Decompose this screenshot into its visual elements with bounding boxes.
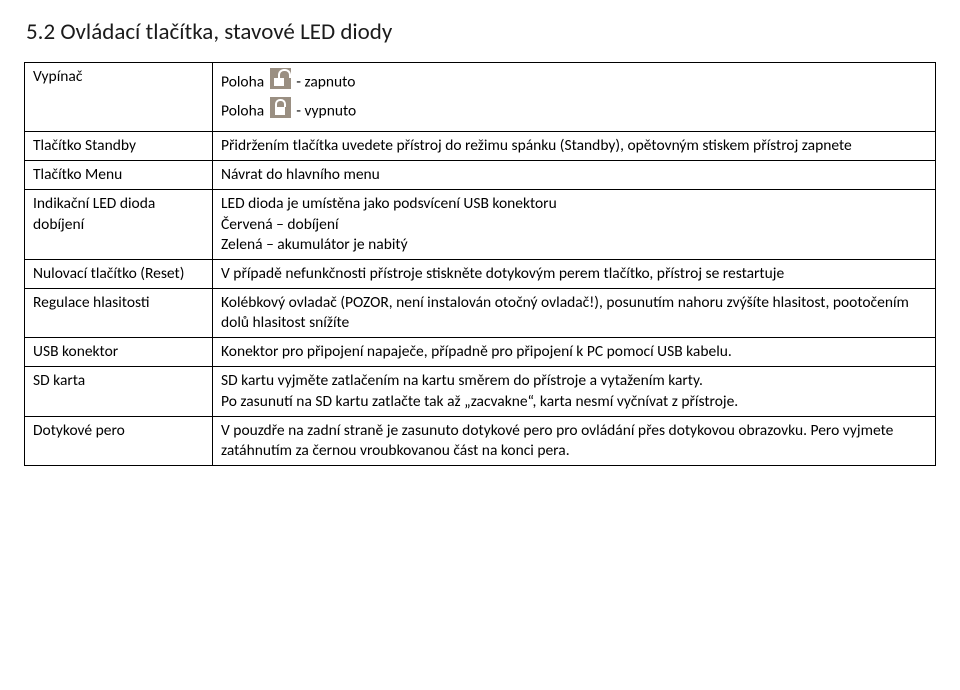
cell-value: Poloha - zapnuto Poloha - vypnuto — [213, 62, 936, 131]
cell-value: V případě nefunkčnosti přístroje stiskně… — [213, 259, 936, 288]
cell-label: Nulovací tlačítko (Reset) — [25, 259, 213, 288]
cell-value: Návrat do hlavního menu — [213, 161, 936, 190]
cell-value: SD kartu vyjměte zatlačením na kartu smě… — [213, 367, 936, 416]
cell-value: V pouzdře na zadní straně je zasunuto do… — [213, 416, 936, 465]
table-row: Dotykové pero V pouzdře na zadní straně … — [25, 416, 936, 465]
text-line: LED dioda je umístěna jako podsvícení US… — [221, 194, 927, 214]
text-line: Červená – dobíjení — [221, 215, 927, 235]
cell-label: SD karta — [25, 367, 213, 416]
text-line: Zelená – akumulátor je nabitý — [221, 235, 927, 255]
cell-value: Kolébkový ovladač (POZOR, není instalová… — [213, 289, 936, 338]
table-row: USB konektor Konektor pro připojení napa… — [25, 338, 936, 367]
text: - vypnuto — [296, 101, 356, 120]
cell-value: Přidržením tlačítka uvedete přístroj do … — [213, 132, 936, 161]
cell-label: Tlačítko Standby — [25, 132, 213, 161]
lock-icon — [270, 97, 291, 124]
cell-label: Regulace hlasitosti — [25, 289, 213, 338]
table-row: Vypínač Poloha - zapnuto Poloha - vypnut… — [25, 62, 936, 131]
table-row: SD karta SD kartu vyjměte zatlačením na … — [25, 367, 936, 416]
table-row: Tlačítko Menu Návrat do hlavního menu — [25, 161, 936, 190]
unlock-icon — [270, 68, 291, 95]
table-row: Regulace hlasitosti Kolébkový ovladač (P… — [25, 289, 936, 338]
cell-label: Indikační LED dioda dobíjení — [25, 190, 213, 259]
text: Poloha — [221, 72, 264, 91]
table-row: Indikační LED dioda dobíjení LED dioda j… — [25, 190, 936, 259]
cell-value: Konektor pro připojení napaječe, případn… — [213, 338, 936, 367]
section-heading: 5.2 Ovládací tlačítka, stavové LED diody — [26, 18, 936, 48]
table-row: Nulovací tlačítko (Reset) V případě nefu… — [25, 259, 936, 288]
controls-table: Vypínač Poloha - zapnuto Poloha - vypnut… — [24, 62, 936, 466]
cell-value: LED dioda je umístěna jako podsvícení US… — [213, 190, 936, 259]
cell-label: Tlačítko Menu — [25, 161, 213, 190]
cell-label: Dotykové pero — [25, 416, 213, 465]
cell-label: Vypínač — [25, 62, 213, 131]
text: Poloha — [221, 101, 264, 120]
text: - zapnuto — [296, 72, 355, 91]
table-row: Tlačítko Standby Přidržením tlačítka uve… — [25, 132, 936, 161]
cell-label: USB konektor — [25, 338, 213, 367]
